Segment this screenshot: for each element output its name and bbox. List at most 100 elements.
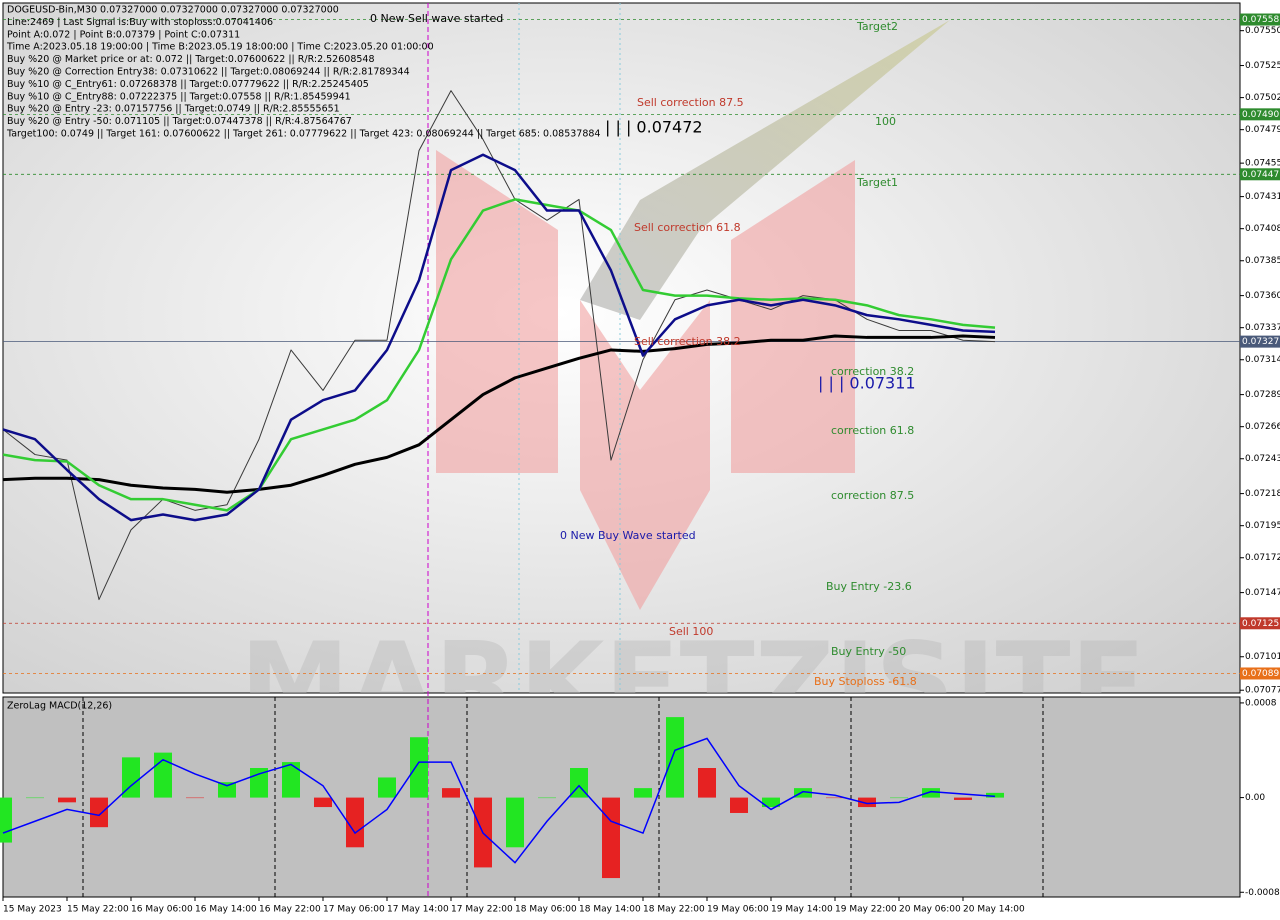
y-tick-label: 0.07479 [1245,125,1280,135]
y-tick-label: 0.07218 [1245,489,1280,499]
macd-panel [2,696,1241,898]
annotation: Sell correction 61.8 [634,221,741,234]
macd-bar [378,777,396,798]
macd-bar [698,768,716,798]
price-tag-label: 0.07125 [1242,619,1279,629]
x-tick-label: 16 May 06:00 [131,905,193,915]
macd-bar [794,788,812,798]
info-line: DOGEUSD-Bin,M30 0.07327000 0.07327000 0.… [7,5,339,16]
x-tick-label: 19 May 22:00 [835,905,897,915]
macd-bar [954,797,972,800]
y-tick-label: 0.07266 [1245,422,1280,432]
macd-bar [186,797,204,799]
annotation: 0 New Sell wave started [370,12,503,25]
macd-title: ZeroLag MACD(12,26) [7,701,112,712]
macd-bar [410,737,428,798]
level-label: 100 [875,115,896,128]
x-tick-label: 16 May 14:00 [195,905,257,915]
macd-bar [506,797,524,848]
info-line: Buy %20 @ Market price or at: 0.072 || T… [7,54,375,65]
annotation: correction 61.8 [831,424,914,437]
info-line: Time A:2023.05.18 19:00:00 | Time B:2023… [6,42,434,53]
main-panel [2,2,1241,694]
x-tick-label: 16 May 22:00 [259,905,321,915]
y-tick-label: 0.07077 [1245,686,1280,696]
y-tick-label: 0.07172 [1245,553,1280,563]
annotation: Buy Entry -23.6 [826,580,912,593]
annotation: correction 87.5 [831,489,914,502]
price-tag [1240,335,1280,348]
price-tag [1240,108,1280,121]
macd-bar [442,788,460,798]
y-tick-label: 0.07455 [1245,159,1280,169]
macd-bar [826,797,844,799]
y-tick-label: 0.07337 [1245,323,1280,333]
y-tick-label: 0.07147 [1245,588,1280,598]
series-line [3,198,996,512]
annotation: correction 38.2 [831,365,914,378]
y-tick-label: 0.07289 [1245,390,1280,400]
level-label: Sell 100 [669,625,713,638]
info-line: Buy %20 @ Correction Entry38: 0.07310622… [7,67,410,78]
series-line [3,334,996,494]
macd-bar [858,797,876,808]
logo-middle [580,300,710,610]
price-tag [1240,667,1280,680]
y-tick-label: 0.07550 [1245,26,1280,36]
info-line: Buy %20 @ Entry -23: 0.07157756 || Targe… [7,104,340,115]
price-tag [1240,168,1280,181]
price-tag-label: 0.07490 [1242,110,1279,120]
logo-right [731,160,855,473]
macd-bar [730,797,748,813]
y-tick-label: 0.07243 [1245,454,1280,464]
info-line: Target100: 0.0749 || Target 161: 0.07600… [6,129,600,140]
macd-bar [762,797,780,808]
y-tick-label: 0.07195 [1245,521,1280,531]
x-tick-label: 19 May 14:00 [771,905,833,915]
x-tick-label: 20 May 14:00 [963,905,1025,915]
y-tick-label: 0.00 [1245,793,1265,803]
price-tag-label: 0.07327 [1242,337,1279,347]
x-tick-label: 18 May 14:00 [579,905,641,915]
x-tick-label: 18 May 22:00 [643,905,705,915]
x-tick-label: 20 May 06:00 [899,905,961,915]
level-label: Buy Stoploss -61.8 [814,675,917,688]
info-line: Buy %20 @ Entry -50: 0.071105 || Target:… [7,116,352,127]
macd-bar [314,797,332,808]
level-label: Target2 [856,20,898,33]
macd-bar [602,797,620,879]
x-tick-label: 15 May 22:00 [67,905,129,915]
y-tick-label: 0.07360 [1245,291,1280,301]
annotation: | | | 0.07472 [605,118,703,137]
price-tag [1240,617,1280,630]
macd-bar [666,717,684,798]
watermark: MARKETZISITE [240,618,1146,746]
info-line: Point A:0.072 | Point B:0.07379 | Point … [7,29,240,40]
info-line: Buy %10 @ C_Entry61: 0.07268378 || Targe… [7,79,369,90]
y-tick-label: 0.07408 [1245,224,1280,234]
macd-bar [218,782,236,798]
x-tick-label: 19 May 06:00 [707,905,769,915]
x-tick-label: 17 May 22:00 [451,905,513,915]
annotation: | | | 0.07311 [818,374,916,393]
x-tick-label: 17 May 06:00 [323,905,385,915]
main-plot [3,19,1240,674]
macd-bar [58,797,76,803]
macd-bar [986,792,1004,798]
macd-bar [282,762,300,798]
macd-bar [538,797,556,799]
y-tick-label: 0.07385 [1245,256,1280,266]
y-tick-label: 0.07431 [1245,192,1280,202]
annotation: Sell correction 38.2 [634,335,741,348]
logo: MARKETZISITE [240,20,1146,746]
level-label: Target1 [856,176,898,189]
macd-bar [122,757,140,798]
price-tag-label: 0.07447 [1242,170,1279,180]
y-tick-label: -0.0008 [1245,888,1280,898]
price-tag-label: 0.07558 [1242,15,1279,25]
macd-bar [890,797,908,799]
y-tick-label: 0.07502 [1245,93,1280,103]
macd-bar [90,797,108,828]
y-tick-label: 0.07101 [1245,652,1280,662]
logo-chevron [580,20,950,320]
